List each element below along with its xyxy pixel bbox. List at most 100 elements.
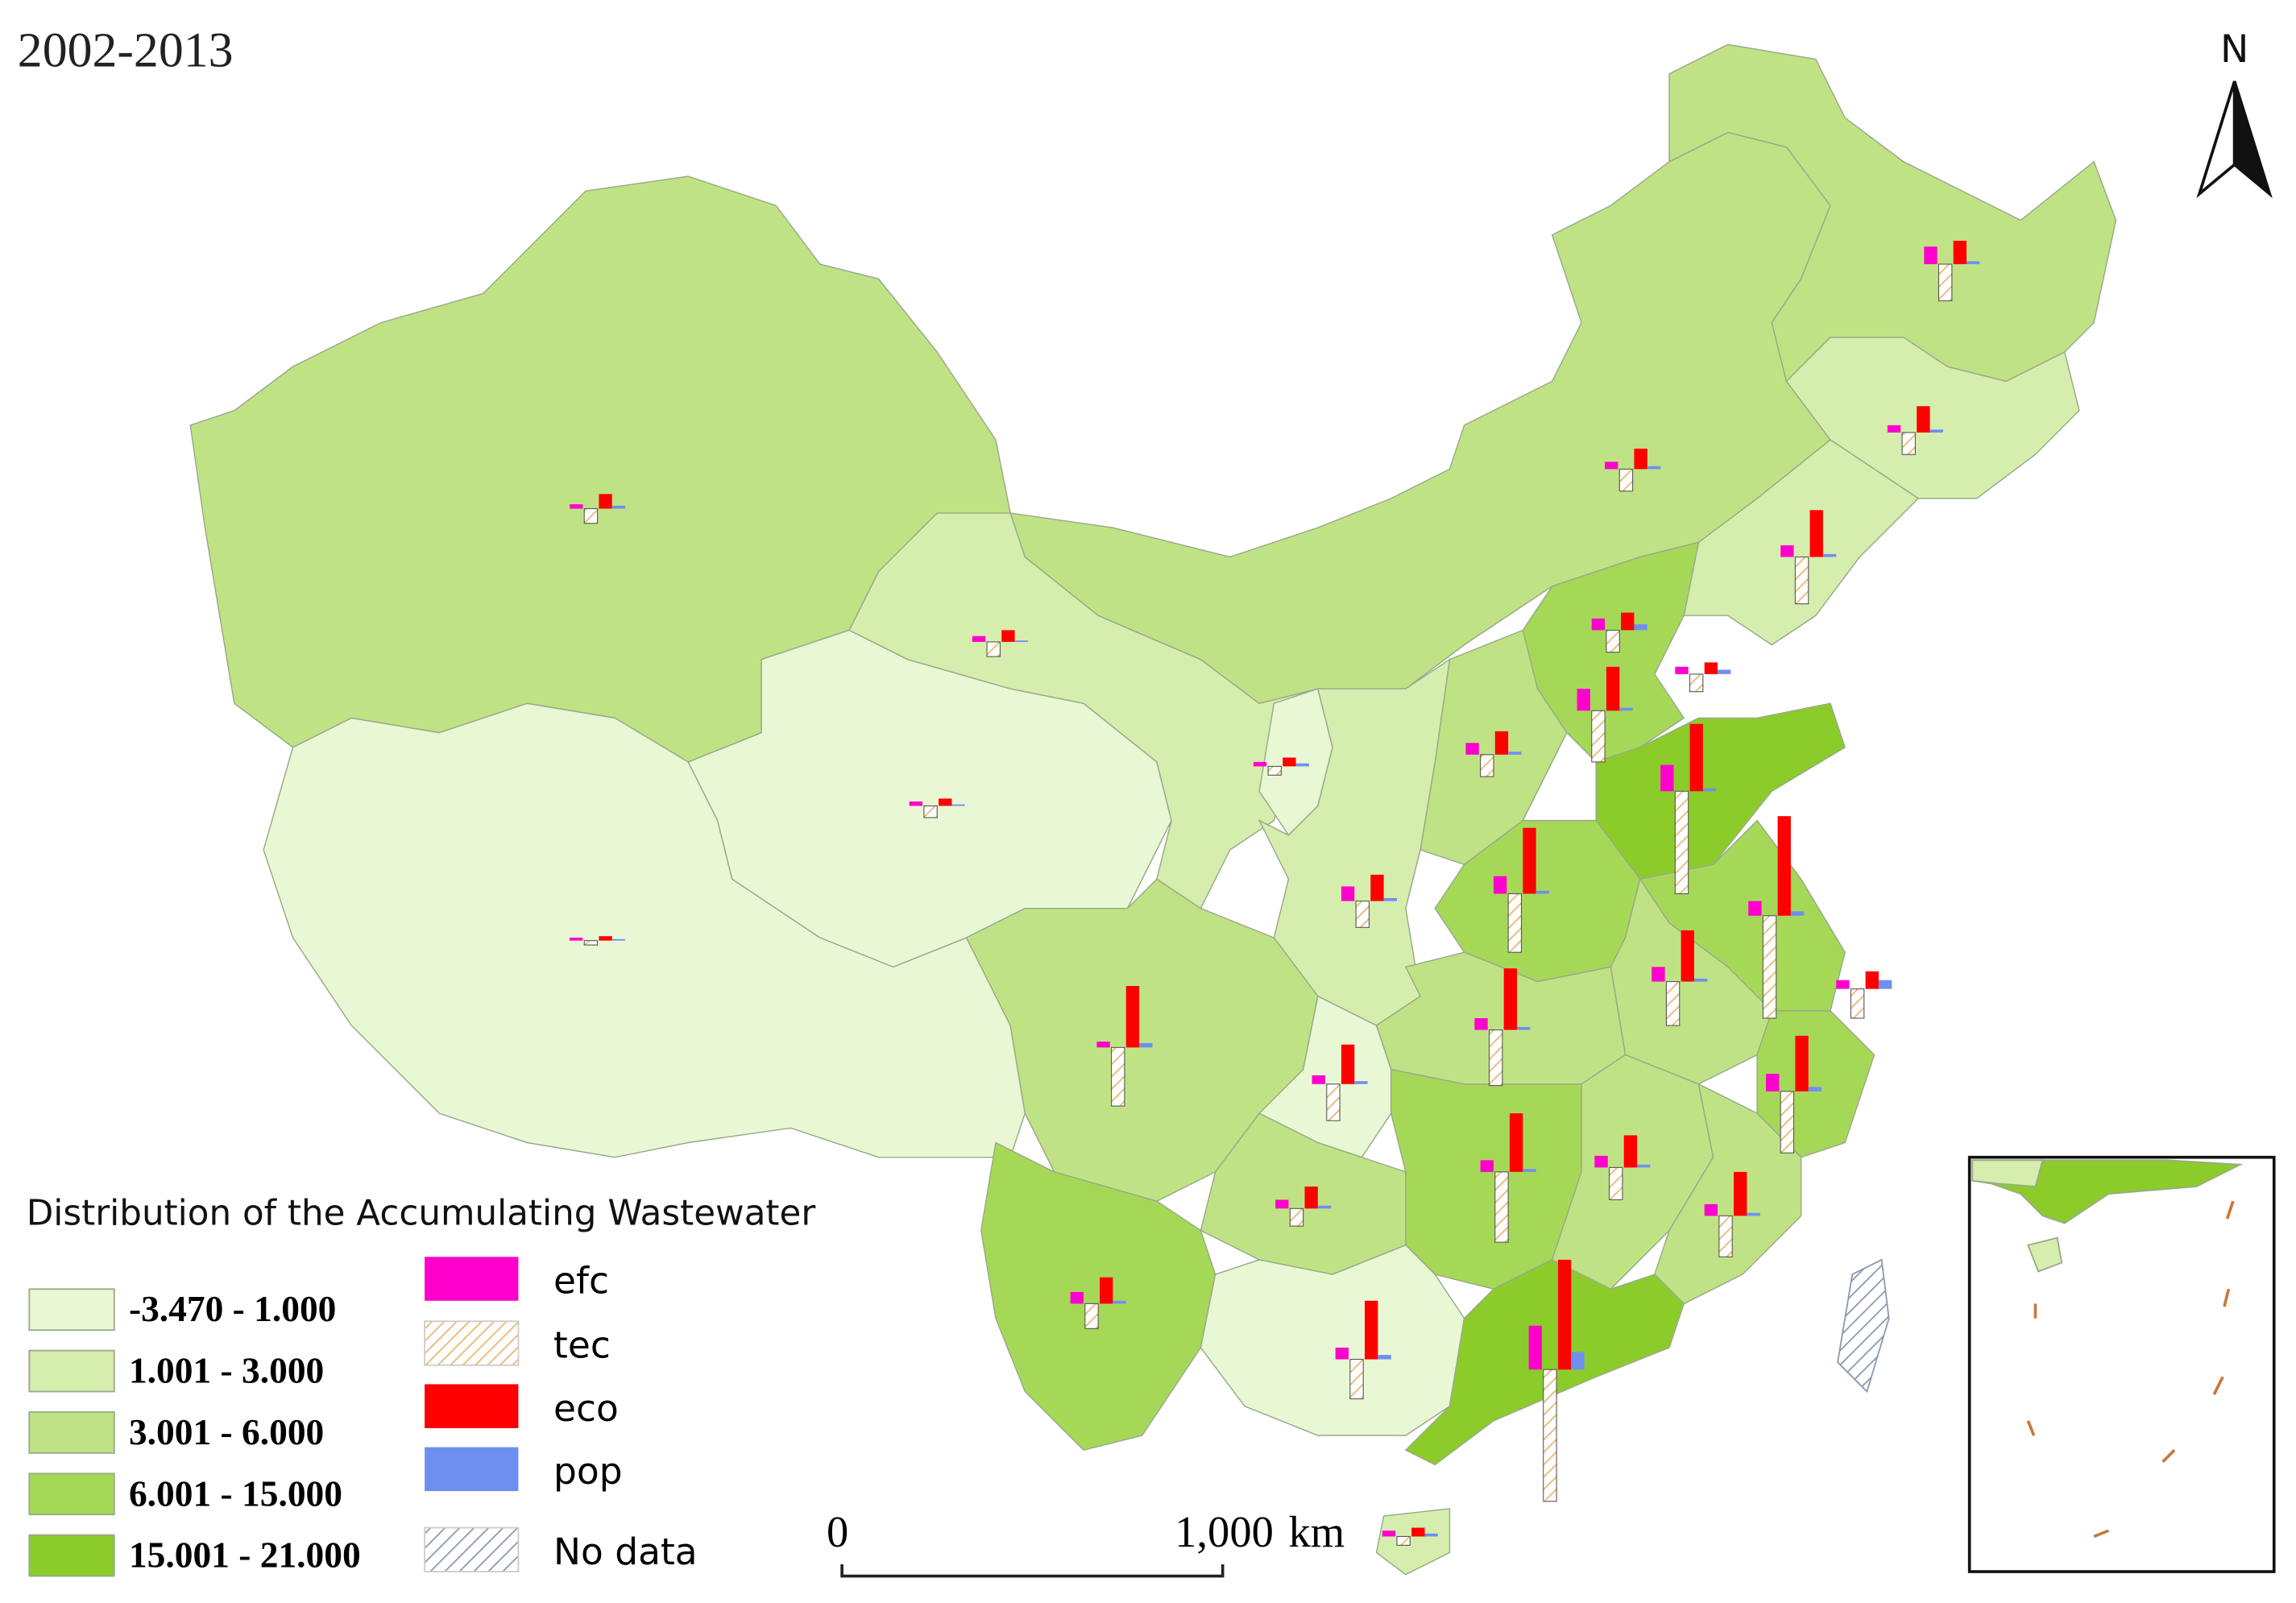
bar-eco — [1623, 1135, 1638, 1168]
bar-tec — [1488, 1029, 1503, 1087]
bar-tec — [1111, 1046, 1125, 1107]
legend-label: 6.001 - 15.000 — [129, 1473, 342, 1514]
bar-tec — [1396, 1535, 1411, 1546]
bar-pop — [1571, 1352, 1585, 1370]
north-arrow-left — [2196, 81, 2236, 199]
bar-tec — [1543, 1369, 1557, 1502]
bar-tec — [583, 507, 599, 524]
bar-pop — [1929, 429, 1943, 433]
bar-pop — [1517, 1026, 1531, 1030]
glyphs — [570, 240, 1980, 1546]
legend-swatch — [28, 1411, 115, 1454]
bar-pop — [1822, 553, 1837, 557]
bar-tec — [1762, 915, 1777, 1019]
legend-label: -3.470 - 1.000 — [129, 1289, 336, 1329]
bar-efc — [1465, 743, 1479, 755]
north-arrow: N — [2196, 27, 2273, 199]
bar-pop — [1523, 1169, 1536, 1172]
bar-pop — [1139, 1042, 1153, 1048]
bar-efc — [972, 636, 986, 642]
legend-label: eco — [553, 1387, 619, 1430]
province — [1404, 1259, 1685, 1466]
bar-pop — [1424, 1533, 1438, 1537]
bar-efc — [1275, 1199, 1289, 1209]
bar-pop — [1790, 911, 1805, 916]
province — [1654, 1083, 1802, 1305]
legend-label: pop — [553, 1450, 622, 1493]
bar-eco — [1125, 986, 1140, 1048]
legend-label: 3.001 - 6.000 — [129, 1412, 324, 1452]
bar-pop — [1383, 897, 1397, 901]
bar-eco — [1503, 968, 1518, 1030]
regions — [189, 43, 2117, 1576]
bar-tec — [1780, 1091, 1795, 1154]
bar-tec — [1794, 556, 1809, 605]
bar-efc — [1577, 689, 1590, 711]
bar-tec — [1480, 754, 1494, 777]
province — [1375, 1508, 1451, 1576]
bar-efc — [1070, 1291, 1084, 1304]
map-title: 2002-2013 — [18, 23, 234, 78]
bar-efc — [1836, 980, 1850, 989]
legend: -3.470 - 1.000 1.001 - 3.000 3.001 - 6.000… — [28, 1257, 698, 1577]
bar-efc — [1924, 246, 1938, 264]
bar-efc — [1594, 1155, 1608, 1168]
bar-pop — [1647, 466, 1661, 470]
inset-island — [2027, 1236, 2063, 1273]
bar-efc — [1382, 1531, 1396, 1537]
bar-tec — [1355, 901, 1370, 928]
legend-swatch — [28, 1473, 115, 1516]
legend-swatch — [425, 1257, 519, 1301]
bar-pop — [1295, 763, 1309, 767]
bar-eco — [1795, 1035, 1809, 1091]
bar-pop — [611, 505, 626, 509]
bar-pop — [611, 938, 626, 941]
bar-tec — [1665, 981, 1681, 1026]
bar-tec — [1850, 988, 1865, 1019]
bar-eco — [1557, 1259, 1572, 1370]
no-data-region — [1837, 1258, 1890, 1394]
bar-eco — [1523, 827, 1536, 894]
bar-efc — [1675, 666, 1689, 674]
bar-pop — [1014, 640, 1028, 642]
bar-tec — [1494, 1171, 1509, 1243]
bar-tec — [1267, 765, 1282, 776]
bar-tec — [1289, 1207, 1304, 1227]
legend-title: Distribution of the Accumulating Wastewa… — [27, 1193, 816, 1233]
bar-pop — [1808, 1087, 1822, 1091]
bar-tec — [1608, 1166, 1623, 1200]
bar-eco — [1634, 448, 1647, 470]
legend-label: No data — [553, 1531, 698, 1573]
bar-tec — [1901, 432, 1916, 455]
bar-efc — [1253, 761, 1267, 767]
inset — [1967, 1155, 2276, 1573]
bar-tec — [986, 641, 1001, 657]
bar-eco — [1283, 757, 1296, 767]
inset-frame — [1967, 1155, 2276, 1573]
legend-label: 15.001 - 21.000 — [129, 1535, 361, 1576]
bar-tec — [1326, 1083, 1341, 1121]
bar-eco — [1365, 1300, 1378, 1360]
scale-line — [840, 1564, 1225, 1578]
bar-efc — [1748, 901, 1762, 916]
north-arrow-right — [2232, 81, 2273, 199]
north-label: N — [2220, 27, 2248, 72]
legend-swatch — [425, 1447, 519, 1492]
legend-label: efc — [553, 1260, 609, 1303]
bar-tec — [1606, 629, 1620, 653]
bar-pop — [1378, 1355, 1391, 1360]
bar-eco — [1494, 731, 1509, 755]
bar-efc — [1704, 1203, 1718, 1216]
legend-swatch — [424, 1320, 520, 1366]
bar-efc — [1312, 1075, 1325, 1084]
bar-eco — [1865, 971, 1879, 989]
bar-efc — [1341, 886, 1355, 901]
bar-pop — [1702, 788, 1717, 792]
scale-label: 0 — [827, 1507, 848, 1556]
bar-pop — [1354, 1081, 1368, 1084]
bar-eco — [1734, 1171, 1747, 1216]
bar-tec — [923, 805, 938, 818]
bar-pop — [1634, 624, 1647, 631]
